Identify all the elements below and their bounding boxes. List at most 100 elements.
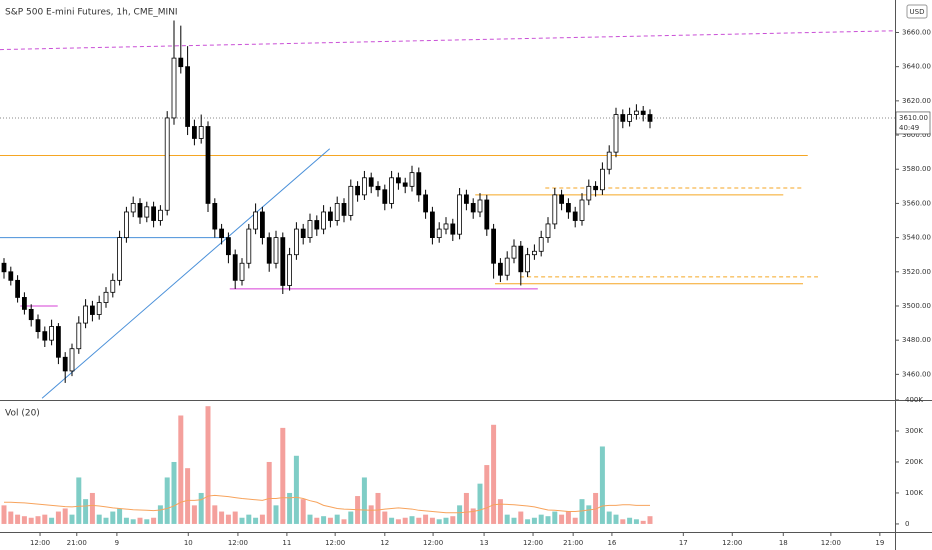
candle-body: [572, 211, 578, 221]
volume-tick-label: 400K: [905, 396, 923, 404]
candle-body: [647, 114, 653, 122]
volume-bar: [497, 499, 503, 524]
candle-body: [532, 250, 537, 256]
volume-bar: [130, 519, 136, 524]
volume-bar: [232, 511, 238, 524]
candle-body: [130, 203, 136, 213]
y-tick-label: 3460.00: [902, 370, 931, 378]
drawing-line: [0, 30, 895, 51]
currency-box[interactable]: [906, 4, 928, 19]
candle-body: [90, 305, 95, 315]
volume-bar: [144, 519, 150, 524]
candle-body: [613, 114, 619, 153]
volume-bar: [198, 492, 204, 524]
volume-bar: [613, 514, 619, 524]
volume-bar: [137, 517, 143, 524]
volume-bar: [538, 514, 544, 524]
x-tick-label: 12:00: [722, 539, 742, 547]
candle-body: [382, 189, 388, 204]
volume-bar: [457, 505, 463, 524]
volume-bar: [348, 511, 354, 524]
volume-bar: [531, 517, 537, 524]
volume-bar: [395, 519, 401, 524]
volume-bar: [627, 517, 633, 524]
candle-body: [191, 126, 197, 139]
candle-body: [287, 254, 293, 286]
volume-bar: [8, 511, 14, 524]
last-price-label: 3610.00: [899, 114, 928, 122]
volume-bar: [96, 514, 102, 524]
candle-body: [484, 199, 490, 230]
candle-body: [157, 209, 163, 221]
candle-body: [28, 309, 34, 321]
candle-body: [457, 194, 463, 235]
volume-bar: [321, 516, 327, 524]
candle-body: [219, 228, 225, 239]
candle-body: [477, 199, 483, 213]
volume-bar: [28, 517, 34, 524]
candle-body: [402, 182, 408, 187]
candle-body: [103, 291, 109, 303]
candle-body: [314, 220, 320, 230]
candle-body: [620, 114, 626, 122]
candle-body: [273, 237, 279, 264]
candle-body: [8, 271, 14, 281]
candle-body: [416, 172, 422, 196]
candle-body: [164, 117, 170, 211]
volume-bar: [110, 511, 116, 524]
volume-bar: [491, 424, 497, 524]
candle-body: [151, 206, 157, 221]
volume-tick-label: 0: [905, 520, 909, 528]
volume-bar: [361, 477, 367, 524]
x-tick-label: 12:00: [423, 539, 443, 547]
candle-body: [300, 228, 306, 239]
volume-bar: [15, 514, 21, 524]
x-tick-label: 12:00: [821, 539, 841, 547]
x-tick-label: 10: [184, 539, 193, 547]
candle-body: [600, 168, 605, 191]
candle-body: [389, 177, 395, 204]
candle-body: [293, 228, 299, 256]
volume-bar: [647, 516, 653, 524]
currency[interactable]: USD: [910, 8, 925, 16]
volume-bar: [620, 519, 626, 524]
volume-bar: [341, 519, 347, 524]
candle-body: [327, 211, 333, 221]
candle-body: [225, 237, 231, 256]
candle-body: [640, 110, 646, 115]
volume-bar: [477, 483, 483, 524]
volume-bar: [593, 492, 599, 524]
y-tick-label: 3640.00: [902, 63, 931, 71]
candle-body: [117, 237, 122, 281]
volume-bar: [565, 511, 571, 524]
x-tick-label: 12:00: [30, 539, 50, 547]
candle-body: [144, 206, 150, 218]
candle-body: [137, 203, 143, 218]
volume-bar: [191, 505, 197, 524]
candle-body: [334, 203, 340, 221]
volume-bar: [151, 517, 157, 524]
candle-body: [1, 262, 7, 273]
x-tick-label: 12: [380, 539, 389, 547]
candle-body: [198, 126, 204, 139]
y-tick-label: 3500.00: [902, 302, 931, 310]
x-tick-label: 17: [679, 539, 688, 547]
candle-body: [62, 356, 68, 372]
x-tick-label: 18: [779, 539, 788, 547]
candle-body: [253, 211, 259, 230]
volume-bar: [429, 517, 435, 524]
y-tick-label: 3520.00: [902, 268, 931, 276]
candle-body: [368, 177, 374, 187]
candle-body: [409, 172, 415, 187]
candle-body: [266, 237, 272, 264]
candle-body: [83, 305, 88, 324]
candle-body: [450, 223, 456, 235]
volume-bar: [178, 415, 184, 524]
volume-bar: [219, 511, 225, 524]
volume-bar: [35, 516, 41, 524]
chart-title: S&P 500 E-mini Futures, 1h, CME_MINI: [5, 8, 178, 18]
candle-body: [634, 110, 639, 115]
volume-bar: [157, 505, 163, 524]
